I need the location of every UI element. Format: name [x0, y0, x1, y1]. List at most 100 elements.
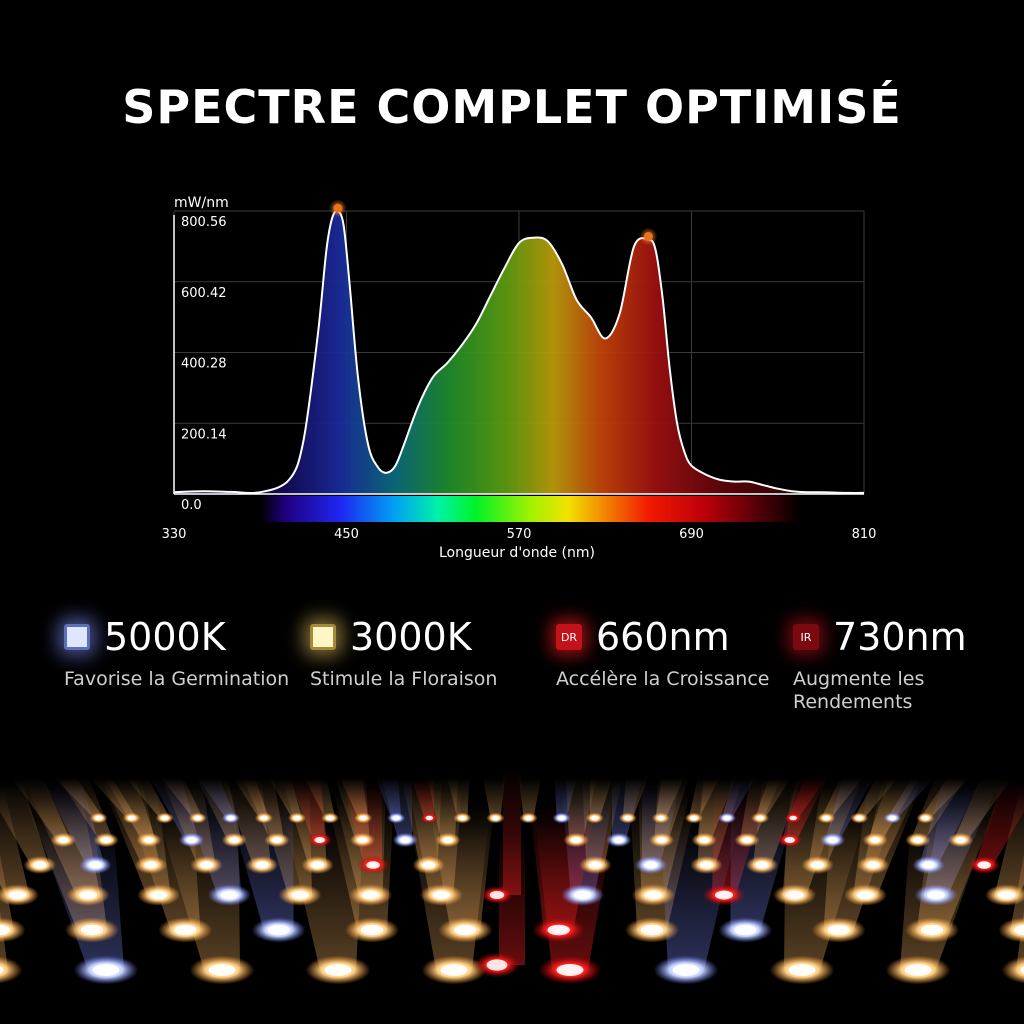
led-chip [160, 815, 169, 821]
light-beam [784, 820, 865, 970]
led-chip [570, 837, 582, 843]
light-beam [660, 820, 740, 970]
y-tick-label: 0.0 [181, 498, 202, 513]
led-chip [314, 837, 325, 843]
peak-marker-0 [333, 203, 343, 213]
y-tick-label: 600.42 [181, 286, 227, 301]
led-chip [360, 924, 384, 936]
led-chip [143, 837, 155, 843]
led-chip [392, 815, 400, 821]
led-chip [644, 861, 658, 869]
spectrum-area [174, 210, 864, 495]
x-tick-label: 450 [334, 527, 359, 542]
led-chip [755, 861, 769, 869]
light-beam [975, 781, 1024, 865]
spectrum-chart: 0.0 200.14 400.28 600.42 800.56 330 450 570 690 8… [162, 195, 877, 561]
feature-5000k: 5000K Favorise la Germination [64, 612, 289, 691]
led-chip [432, 890, 451, 900]
led-chip [690, 815, 698, 821]
led-chip [524, 815, 533, 821]
y-tick-label: 800.56 [181, 215, 227, 230]
feature-description: Augmente les Rendements [793, 668, 925, 713]
y-axis-title: mW/nm [174, 195, 229, 211]
led-chip [788, 964, 816, 976]
led-chip [741, 837, 753, 843]
led-chip [80, 924, 104, 936]
led-chip [1014, 924, 1024, 936]
led-chip [361, 890, 380, 900]
led-chip [79, 890, 97, 900]
led-chip [573, 890, 592, 900]
led-chip [88, 861, 103, 869]
led-chip [723, 815, 731, 821]
light-beam [381, 778, 413, 840]
led-chip [927, 890, 945, 900]
led-chip [640, 924, 664, 936]
led-chip [271, 837, 283, 843]
led-chip [699, 861, 714, 869]
led-array-illustration [0, 765, 1024, 985]
led-chip [888, 815, 897, 821]
light-beam [284, 820, 364, 970]
deep-red-led-icon: DR [556, 624, 582, 650]
led-chip [557, 815, 566, 821]
led-chip [827, 924, 850, 936]
led-chip [458, 815, 467, 821]
led-chip [657, 815, 665, 821]
x-tick-label: 570 [507, 527, 532, 542]
led-chip [624, 815, 632, 821]
led-chip [489, 891, 505, 899]
led-chip [454, 924, 477, 936]
led-chip [92, 964, 120, 976]
led-chip [144, 861, 158, 869]
led-chip [326, 815, 334, 821]
led-chip [267, 924, 290, 936]
led-chip [260, 815, 268, 821]
light-beam [994, 789, 1024, 895]
led-chip [220, 890, 239, 900]
feature-3000k: 3000K Stimule la Floraison [310, 612, 497, 691]
x-axis-title: Longueur d'onde (nm) [439, 545, 595, 561]
led-chip [199, 861, 214, 869]
light-beam [0, 854, 14, 930]
x-tick-label: 330 [162, 527, 187, 542]
led-chip [486, 959, 508, 971]
feature-value: 3000K [350, 615, 472, 659]
led-chip [672, 964, 700, 976]
led-chip [921, 861, 936, 869]
cool-white-led-icon [64, 624, 90, 650]
led-chip [827, 837, 838, 843]
led-chip [208, 964, 236, 976]
page-title: SPECTRE COMPLET OPTIMISÉ [122, 80, 902, 134]
led-chip [1020, 965, 1024, 975]
led-glow [998, 917, 1024, 943]
feature-description: Accélère la Croissance [556, 668, 770, 690]
led-chip [33, 861, 47, 869]
light-beam [159, 820, 240, 970]
led-chip [0, 965, 4, 975]
led-chip [227, 815, 235, 821]
led-chip [194, 815, 202, 821]
led-chip [547, 924, 570, 936]
led-chip [784, 837, 795, 843]
led-chip [399, 837, 411, 843]
led-chip [359, 815, 367, 821]
led-chip [977, 861, 991, 869]
light-beam [0, 789, 30, 895]
led-chip [912, 837, 924, 843]
led-chip [174, 924, 197, 936]
led-chip [58, 837, 69, 843]
spectrum-bar [260, 496, 800, 522]
light-beam [0, 781, 49, 865]
led-chip [366, 861, 380, 869]
led-chip [149, 890, 168, 900]
led-chip [955, 837, 966, 843]
led-chip [699, 837, 710, 843]
peak-marker-1 [643, 231, 653, 241]
feature-660nm: DR 660nm Accélère la Croissance [556, 612, 769, 691]
led-glow [1001, 956, 1024, 984]
feature-description: Stimule la Floraison [310, 668, 498, 690]
led-chip [127, 815, 136, 821]
led-chip [94, 815, 103, 821]
led-chip [324, 964, 352, 976]
